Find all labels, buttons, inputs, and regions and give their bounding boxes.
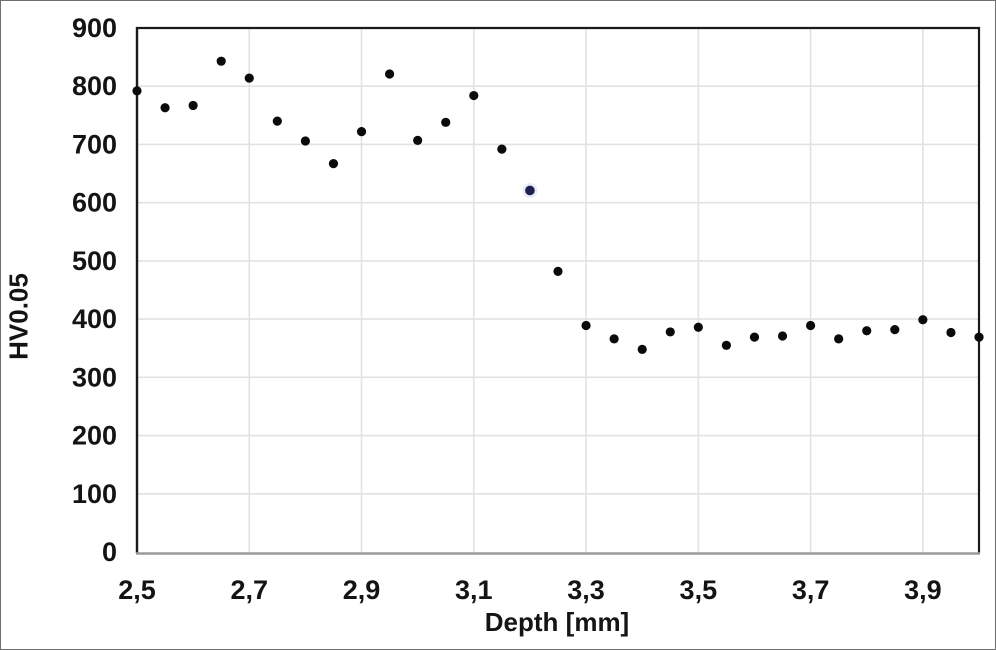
data-point xyxy=(244,73,254,83)
x-tick-label: 3,9 xyxy=(904,575,942,605)
data-point xyxy=(216,56,226,66)
y-tick-label: 700 xyxy=(72,129,117,159)
data-point xyxy=(721,340,732,350)
data-point xyxy=(581,320,591,331)
y-tick-label: 800 xyxy=(72,71,117,101)
data-point xyxy=(385,69,395,79)
data-point xyxy=(749,332,760,342)
x-tick-label: 2,7 xyxy=(230,575,268,605)
data-point xyxy=(441,117,451,127)
data-point xyxy=(777,331,788,341)
data-point xyxy=(890,324,900,335)
y-tick-label: 400 xyxy=(72,304,117,334)
y-tick-label: 200 xyxy=(72,421,117,451)
data-point xyxy=(693,322,703,332)
data-point xyxy=(946,327,956,338)
data-point xyxy=(469,90,479,101)
x-tick-label: 2,5 xyxy=(118,575,156,605)
x-tick-label: 2,9 xyxy=(343,575,381,605)
data-point xyxy=(918,315,928,325)
data-point xyxy=(356,127,367,137)
data-point xyxy=(862,326,872,336)
x-tick-label: 3,7 xyxy=(792,575,830,605)
data-point xyxy=(665,327,675,337)
y-tick-label: 300 xyxy=(72,362,117,392)
x-tick-label: 3,3 xyxy=(567,575,605,605)
data-point xyxy=(300,136,310,146)
data-point xyxy=(160,103,170,113)
data-point xyxy=(328,159,339,169)
data-point xyxy=(132,86,142,96)
data-point xyxy=(553,266,563,276)
y-tick-label: 600 xyxy=(72,188,117,218)
y-tick-label: 500 xyxy=(72,246,117,276)
x-axis-title: Depth [mm] xyxy=(484,607,630,637)
data-point xyxy=(806,320,816,331)
data-point xyxy=(188,100,198,111)
data-point xyxy=(497,144,507,154)
y-axis-title: HV0.05 xyxy=(3,273,34,360)
data-point xyxy=(609,334,619,344)
y-tick-label: 900 xyxy=(72,13,117,43)
data-point xyxy=(974,332,984,342)
data-point xyxy=(637,344,647,354)
x-tick-label: 3,1 xyxy=(455,575,493,605)
data-point xyxy=(413,135,423,145)
y-tick-label: 100 xyxy=(72,479,117,509)
data-point xyxy=(272,116,282,126)
x-tick-label: 3,5 xyxy=(680,575,718,605)
y-tick-label: 0 xyxy=(102,537,117,567)
data-point xyxy=(834,334,844,344)
highlighted-data-point xyxy=(525,185,535,196)
